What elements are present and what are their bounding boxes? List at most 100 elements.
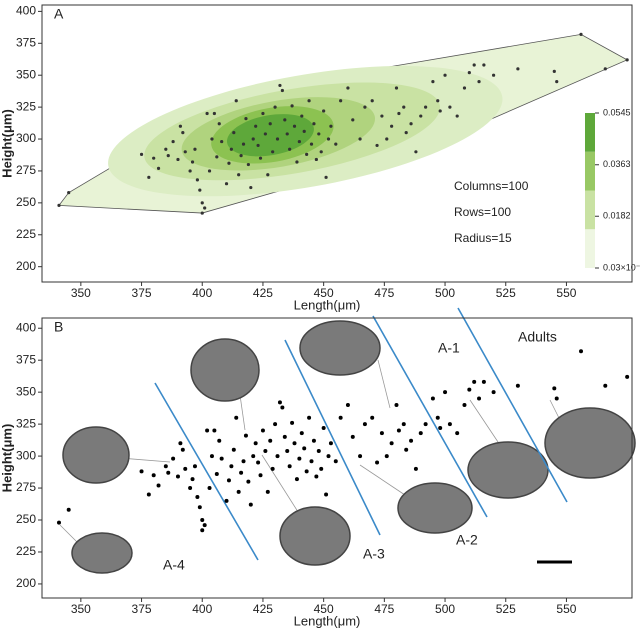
data-point xyxy=(362,422,367,427)
data-point xyxy=(249,185,253,190)
connector xyxy=(261,454,301,516)
data-point xyxy=(190,477,195,482)
y-tick-label: 200 xyxy=(16,259,36,273)
data-point xyxy=(603,67,607,71)
data-point xyxy=(166,154,170,158)
data-point xyxy=(163,464,168,469)
data-point xyxy=(270,466,275,471)
data-point xyxy=(66,507,71,512)
data-point xyxy=(176,157,180,162)
data-point xyxy=(253,441,258,446)
data-point xyxy=(312,122,316,126)
data-point xyxy=(254,124,258,128)
y-axis-label: Height(μm) xyxy=(0,424,14,493)
data-point xyxy=(224,498,229,503)
data-point xyxy=(304,469,309,474)
specimen xyxy=(71,532,133,574)
data-point xyxy=(282,434,287,439)
data-point xyxy=(316,448,321,453)
data-point xyxy=(244,117,248,121)
y-axis-label: Height(μm) xyxy=(0,109,14,178)
data-point xyxy=(207,486,212,491)
specimen xyxy=(190,338,260,402)
data-point xyxy=(467,71,471,75)
data-point xyxy=(197,505,202,510)
x-tick-label: 475 xyxy=(374,286,394,300)
data-point xyxy=(389,441,394,446)
data-point xyxy=(448,105,452,109)
data-point xyxy=(56,520,61,525)
data-point xyxy=(625,374,630,379)
x-tick-label: 425 xyxy=(253,602,273,616)
data-point xyxy=(280,88,284,93)
data-point xyxy=(156,483,161,488)
data-point xyxy=(431,79,435,84)
data-point xyxy=(375,460,380,465)
annotation: Columns=100 xyxy=(454,179,529,193)
data-point xyxy=(380,114,384,118)
y-tick-label: 400 xyxy=(16,4,36,18)
data-point xyxy=(358,454,363,459)
data-point xyxy=(414,150,418,154)
annotation: Radius=15 xyxy=(454,231,512,245)
data-point xyxy=(394,402,399,407)
data-point xyxy=(227,161,231,165)
x-tick-label: 450 xyxy=(314,286,334,300)
data-point xyxy=(200,211,204,215)
data-point xyxy=(455,114,459,118)
data-point xyxy=(554,396,559,401)
data-point xyxy=(183,150,187,154)
data-point xyxy=(413,466,418,471)
data-point xyxy=(285,132,289,136)
data-point xyxy=(268,122,272,126)
data-point xyxy=(297,456,302,461)
data-point xyxy=(205,111,209,116)
y-tick-label: 300 xyxy=(16,131,36,145)
data-point xyxy=(251,137,255,141)
x-tick-label: 475 xyxy=(374,602,394,616)
specimen xyxy=(467,441,549,499)
data-point xyxy=(515,383,520,388)
data-point xyxy=(314,474,319,479)
data-point xyxy=(275,454,280,459)
plot-frame xyxy=(41,317,633,599)
data-point xyxy=(603,383,608,388)
data-point xyxy=(290,104,294,108)
data-point xyxy=(552,386,557,391)
data-point xyxy=(200,201,204,205)
data-point xyxy=(175,474,180,479)
data-point xyxy=(287,464,292,469)
annotation: Rows=100 xyxy=(454,205,511,219)
y-tick-label: 325 xyxy=(16,416,36,430)
data-point xyxy=(309,459,314,464)
y-tick-label: 250 xyxy=(16,195,36,209)
data-point xyxy=(295,160,299,164)
data-point xyxy=(404,131,408,135)
data-point xyxy=(338,415,343,420)
data-point xyxy=(263,448,268,453)
data-point xyxy=(319,466,324,471)
data-point xyxy=(482,63,486,67)
data-point xyxy=(314,157,318,162)
x-tick-label: 350 xyxy=(71,602,91,616)
x-axis-label: Length(μm) xyxy=(294,613,361,628)
data-point xyxy=(292,441,297,446)
specimen xyxy=(299,320,381,376)
data-point xyxy=(214,471,219,476)
y-tick-label: 400 xyxy=(16,320,36,334)
data-point xyxy=(164,147,168,151)
data-point xyxy=(231,447,236,452)
data-point xyxy=(275,137,280,141)
x-tick-label: 500 xyxy=(435,602,455,616)
data-point xyxy=(401,422,406,427)
data-point xyxy=(258,473,263,478)
data-point xyxy=(351,118,355,122)
x-tick-label: 425 xyxy=(253,286,273,300)
data-point xyxy=(190,160,195,164)
data-point xyxy=(195,178,199,182)
y-tick-label: 200 xyxy=(16,576,36,590)
data-point xyxy=(317,132,321,136)
specimen xyxy=(62,426,130,484)
data-point xyxy=(280,405,285,410)
data-point xyxy=(305,152,309,156)
